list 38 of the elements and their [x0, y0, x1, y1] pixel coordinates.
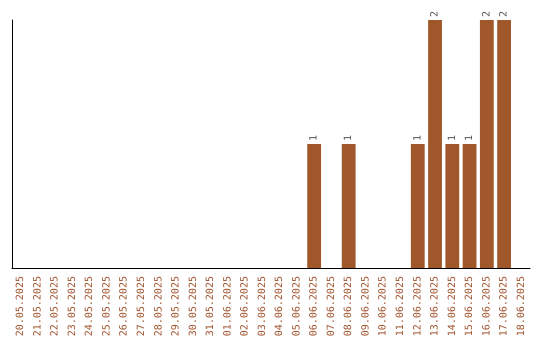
data-label: 2: [498, 10, 510, 17]
x-tick-label: 01.06.2025: [222, 276, 234, 336]
x-tick-label: 13.06.2025: [430, 276, 441, 336]
x-tick-label: 12.06.2025: [412, 276, 424, 336]
x-tick-label: 07.06.2025: [326, 276, 337, 336]
x-tick-label: 31.05.2025: [205, 276, 216, 336]
x-tick-label: 25.05.2025: [101, 276, 112, 336]
data-label: 1: [308, 134, 320, 141]
x-tick-label: 29.05.2025: [170, 276, 182, 336]
x-tick-label: 17.06.2025: [498, 276, 510, 336]
data-label: 2: [481, 10, 492, 17]
x-tick-label: 06.06.2025: [308, 276, 320, 336]
x-tick-label: 03.06.2025: [256, 276, 268, 336]
x-tick-label: 27.05.2025: [136, 276, 147, 336]
x-tick-label: 16.06.2025: [481, 276, 492, 336]
x-tick-label: 18.06.2025: [516, 276, 527, 336]
data-label: 2: [430, 10, 441, 17]
x-tick-label: 28.05.2025: [153, 276, 164, 336]
x-tick-label: 04.06.2025: [274, 276, 286, 336]
data-label: 1: [343, 134, 354, 141]
x-tick-label: 02.06.2025: [240, 276, 251, 336]
x-tick-label: 05.06.2025: [291, 276, 302, 336]
x-tick-label: 14.06.2025: [446, 276, 458, 336]
x-tick-label: 09.06.2025: [360, 276, 372, 336]
data-label: 1: [446, 134, 458, 141]
x-tick-label: 24.05.2025: [84, 276, 96, 336]
x-tick-label: 08.06.2025: [343, 276, 354, 336]
x-tick-label: 20.05.2025: [15, 276, 26, 336]
data-label: 1: [464, 134, 476, 141]
x-tick-label: 11.06.2025: [395, 276, 406, 336]
x-tick-label: 30.05.2025: [188, 276, 199, 336]
x-tick-label: 21.05.2025: [32, 276, 44, 336]
x-tick-label: 26.05.2025: [118, 276, 130, 336]
x-tick-label: 22.05.2025: [50, 276, 61, 336]
x-tick-label: 15.06.2025: [464, 276, 476, 336]
x-tick-label: 10.06.2025: [378, 276, 389, 336]
x-tick-label: 23.05.2025: [66, 276, 78, 336]
data-label: 1: [412, 134, 424, 141]
